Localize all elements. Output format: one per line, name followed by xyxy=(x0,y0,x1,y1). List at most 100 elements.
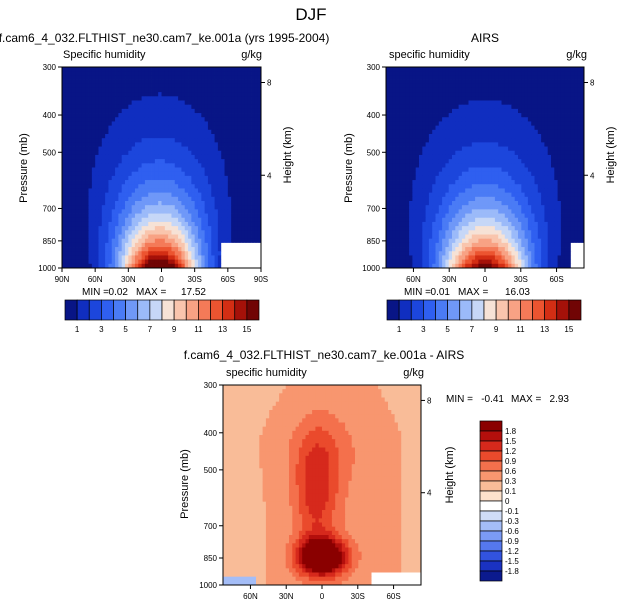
field-cell xyxy=(478,75,483,80)
field-cell xyxy=(125,79,129,85)
field-cell xyxy=(455,188,459,194)
field-cell xyxy=(419,192,423,198)
field-cell xyxy=(547,163,552,168)
field-cell xyxy=(554,150,558,156)
field-cell xyxy=(251,134,255,139)
field-cell xyxy=(511,150,516,156)
field-cell xyxy=(201,242,206,248)
field-cell xyxy=(181,125,186,131)
field-cell xyxy=(465,92,469,97)
field-cell xyxy=(204,234,209,240)
field-cell xyxy=(254,167,259,173)
field-cell xyxy=(197,251,202,256)
field-cell xyxy=(435,75,440,80)
field-cell xyxy=(81,129,86,135)
field-cell xyxy=(221,104,225,110)
field-cell xyxy=(448,71,453,76)
field-cell xyxy=(181,196,186,202)
field-cell xyxy=(241,150,245,156)
field-cell xyxy=(241,83,245,89)
field-cell xyxy=(498,67,502,72)
field-cell xyxy=(244,117,249,122)
field-cell xyxy=(465,175,469,181)
field-cell xyxy=(78,213,83,219)
field-cell xyxy=(161,238,166,244)
field-cell xyxy=(154,171,159,177)
field-cell xyxy=(78,167,83,173)
field-cell xyxy=(108,87,113,93)
field-cell xyxy=(432,154,436,160)
field-cell xyxy=(75,146,79,152)
field-cell xyxy=(465,71,469,76)
field-cell xyxy=(452,83,456,89)
field-cell xyxy=(544,87,549,93)
field-cell xyxy=(154,108,159,114)
field-cell xyxy=(399,134,403,139)
field-cell xyxy=(65,242,70,248)
field-cell xyxy=(537,188,542,194)
field-cell xyxy=(85,150,89,156)
field-cell xyxy=(244,150,249,156)
field-cell xyxy=(560,180,565,185)
field-cell xyxy=(438,146,443,152)
field-cell xyxy=(527,138,532,143)
field-cell xyxy=(71,221,76,227)
field-cell xyxy=(75,163,79,168)
field-cell xyxy=(247,167,252,173)
field-cell xyxy=(75,251,79,256)
field-cell xyxy=(527,92,532,97)
field-cell xyxy=(257,213,262,219)
field-cell xyxy=(577,67,582,72)
field-cell xyxy=(217,188,222,194)
field-cell xyxy=(197,230,202,235)
panel-obs: AIRS specific humidity g/kg 300400500700… xyxy=(343,31,617,334)
field-cell xyxy=(524,167,529,173)
field-cell xyxy=(101,255,106,261)
field-cell xyxy=(184,134,189,139)
field-cell xyxy=(178,213,182,219)
field-cell xyxy=(560,150,565,156)
field-cell xyxy=(217,100,222,106)
field-cell xyxy=(478,171,483,177)
field-cell xyxy=(191,79,196,85)
field-cell xyxy=(184,259,189,265)
field-cell xyxy=(478,67,483,72)
field-cell xyxy=(91,104,96,110)
field-cell xyxy=(128,196,133,202)
field-cell xyxy=(402,134,407,139)
field-cell xyxy=(134,201,139,206)
field-cell xyxy=(111,263,116,269)
field-cell xyxy=(101,100,106,106)
field-cell xyxy=(551,171,555,177)
field-cell xyxy=(181,238,186,244)
field-cell xyxy=(125,125,129,131)
field-cell xyxy=(98,226,103,231)
field-cell xyxy=(108,180,113,185)
field-cell xyxy=(81,221,86,227)
colorbar-swatch xyxy=(113,299,126,321)
field-cell xyxy=(158,234,162,240)
field-cell xyxy=(518,79,522,85)
field-cell xyxy=(498,117,502,122)
field-cell xyxy=(148,238,152,244)
field-cell xyxy=(134,263,139,269)
field-cell xyxy=(504,134,509,139)
field-cell xyxy=(161,184,166,189)
field-cell xyxy=(557,205,562,210)
field-cell xyxy=(425,96,430,101)
field-cell xyxy=(85,96,89,101)
field-cell xyxy=(191,163,196,168)
field-cell xyxy=(498,113,502,118)
field-cell xyxy=(134,150,139,156)
field-cell xyxy=(527,108,532,114)
field-cell xyxy=(488,205,492,210)
field-cell xyxy=(551,75,555,80)
field-cell xyxy=(481,205,486,210)
field-cell xyxy=(504,108,509,114)
field-cell xyxy=(194,83,199,89)
field-cell xyxy=(178,83,182,89)
field-cell xyxy=(154,242,159,248)
field-cell xyxy=(151,259,156,265)
field-cell xyxy=(415,180,420,185)
field-cell xyxy=(244,188,249,194)
